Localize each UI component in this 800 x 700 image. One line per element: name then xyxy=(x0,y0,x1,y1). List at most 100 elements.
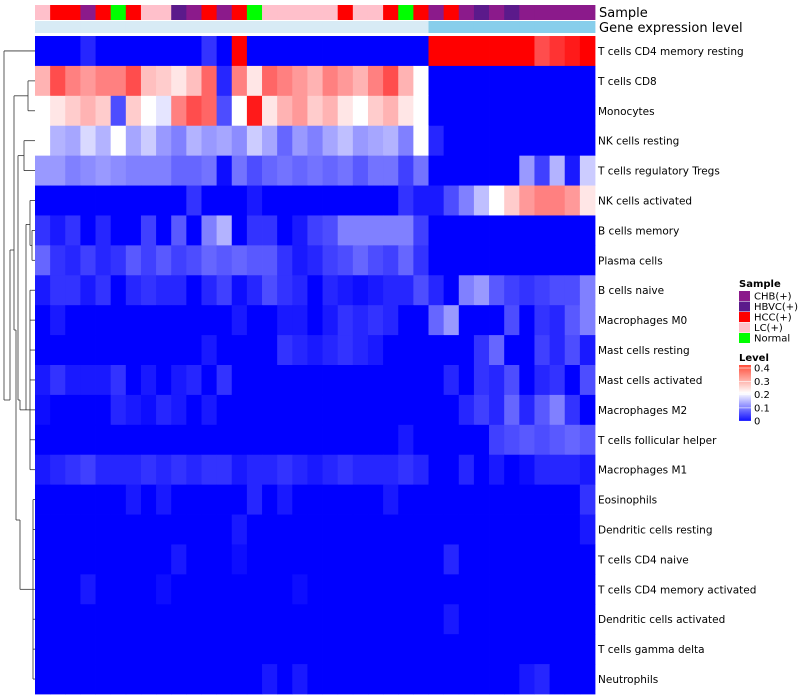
sample-annotation-cell xyxy=(125,5,142,20)
heatmap-cell xyxy=(80,245,96,276)
heatmap-cell xyxy=(50,574,66,605)
heatmap-cell xyxy=(473,305,490,336)
heatmap-cell xyxy=(564,424,581,456)
heatmap-cell xyxy=(277,664,293,695)
heatmap-cell xyxy=(564,95,581,127)
heatmap-cell xyxy=(292,394,308,426)
heatmap-cell xyxy=(322,634,339,665)
heatmap-cell xyxy=(579,245,596,276)
heatmap-cell xyxy=(35,544,51,575)
heatmap-cell xyxy=(35,95,51,127)
heatmap-cell xyxy=(292,544,308,575)
heatmap-cell xyxy=(307,125,323,157)
heatmap-cell xyxy=(549,245,566,276)
heatmap-cell xyxy=(140,574,157,605)
heatmap-cell xyxy=(549,634,566,665)
heatmap-cell xyxy=(156,275,172,306)
heatmap-cell xyxy=(322,36,339,67)
heatmap-cell xyxy=(473,36,490,67)
heatmap-cell xyxy=(352,484,369,515)
heatmap-cell xyxy=(186,454,202,486)
row-labels: T cells CD4 memory resting T cells CD8 Mon… xyxy=(597,46,756,686)
heatmap-cell xyxy=(216,424,233,456)
heatmap-cell xyxy=(292,514,308,545)
heatmap-cell xyxy=(140,95,157,127)
heatmap-cell xyxy=(458,484,475,515)
row-label: T cells gamma delta xyxy=(597,644,705,656)
heatmap-cell xyxy=(231,424,248,456)
heatmap-cell xyxy=(171,215,187,246)
heatmap-cell xyxy=(534,574,550,605)
heatmap-cell xyxy=(322,544,339,575)
heatmap-cell xyxy=(140,664,157,695)
heatmap-cell xyxy=(95,185,112,216)
gene-expression-annotation-cell xyxy=(458,21,475,33)
heatmap-cell xyxy=(80,125,96,157)
heatmap-cell xyxy=(413,65,429,97)
heatmap-cell xyxy=(489,634,505,665)
heatmap-cell xyxy=(367,36,384,67)
heatmap-cell xyxy=(277,424,293,456)
heatmap-cell xyxy=(413,454,429,486)
heatmap-cell xyxy=(489,604,505,635)
gene-expression-annotation-cell xyxy=(504,21,520,33)
gene-expression-annotation-cell xyxy=(156,21,172,33)
heatmap-cell xyxy=(564,394,581,426)
heatmap-cell xyxy=(352,185,369,216)
heatmap-cell xyxy=(413,275,429,306)
heatmap-cell xyxy=(216,604,233,635)
heatmap-cell xyxy=(156,215,172,246)
heatmap-cell xyxy=(231,574,248,605)
heatmap-cell xyxy=(473,215,490,246)
heatmap-cell xyxy=(186,125,202,157)
heatmap-cell xyxy=(564,664,581,695)
heatmap-cell xyxy=(95,95,112,127)
heatmap-cell xyxy=(504,394,520,426)
sample-annotation-cell xyxy=(489,5,505,20)
heatmap-cell xyxy=(443,95,460,127)
heatmap-cell xyxy=(428,245,445,276)
heatmap-cell xyxy=(246,604,263,635)
heatmap-cell xyxy=(201,424,218,456)
heatmap-cell xyxy=(458,65,475,97)
heatmap-cell xyxy=(367,424,384,456)
heatmap-cell xyxy=(564,544,581,575)
heatmap-cell xyxy=(307,185,323,216)
heatmap-cell xyxy=(186,185,202,216)
heatmap-cell xyxy=(171,634,187,665)
heatmap-cell xyxy=(125,424,142,456)
heatmap-cell xyxy=(549,185,566,216)
sample-annotation-cell xyxy=(473,5,490,20)
heatmap-cell xyxy=(186,215,202,246)
sample-annotation-cell xyxy=(35,5,51,20)
heatmap-cell xyxy=(352,155,369,186)
heatmap-cell xyxy=(307,634,323,665)
heatmap-cell xyxy=(519,514,535,545)
heatmap-cell xyxy=(125,544,142,575)
heatmap-cell xyxy=(367,394,384,426)
heatmap-cell xyxy=(383,574,399,605)
heatmap-cell xyxy=(443,604,460,635)
heatmap-cell xyxy=(50,335,66,366)
heatmap-cell xyxy=(383,245,399,276)
heatmap-cell xyxy=(549,365,566,396)
heatmap-cell xyxy=(352,125,369,157)
heatmap-cell xyxy=(352,365,369,396)
heatmap-cell xyxy=(534,36,550,67)
heatmap-cell xyxy=(519,664,535,695)
row-label: Macrophages M1 xyxy=(598,465,687,477)
gene-expression-annotation-cell xyxy=(413,21,429,33)
heatmap-cell xyxy=(307,604,323,635)
sample-annotation-cell xyxy=(292,5,308,20)
heatmap-cell xyxy=(413,36,429,67)
heatmap-cell xyxy=(262,664,278,695)
heatmap-cell xyxy=(337,155,354,186)
heatmap-cell xyxy=(277,305,293,336)
heatmap-cell xyxy=(65,125,81,157)
heatmap-cell xyxy=(367,305,384,336)
heatmap-cell xyxy=(65,305,81,336)
heatmap-cell xyxy=(322,185,339,216)
heatmap-cell xyxy=(292,245,308,276)
heatmap-cell xyxy=(458,335,475,366)
heatmap-cell xyxy=(110,574,127,605)
